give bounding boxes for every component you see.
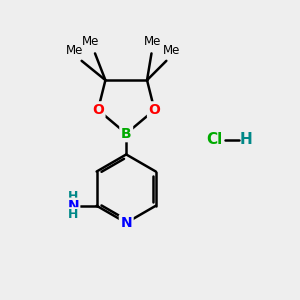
Text: Me: Me: [163, 44, 180, 57]
Text: N: N: [68, 199, 79, 213]
Text: N: N: [120, 216, 132, 230]
Text: H: H: [68, 190, 79, 203]
Text: Cl: Cl: [206, 132, 222, 147]
Text: B: B: [121, 127, 131, 141]
Text: O: O: [92, 103, 104, 117]
Text: Me: Me: [82, 35, 99, 48]
Text: O: O: [148, 103, 160, 117]
Text: H: H: [68, 208, 79, 221]
Text: Me: Me: [65, 44, 83, 57]
Text: Me: Me: [144, 35, 162, 48]
Text: H: H: [239, 132, 252, 147]
